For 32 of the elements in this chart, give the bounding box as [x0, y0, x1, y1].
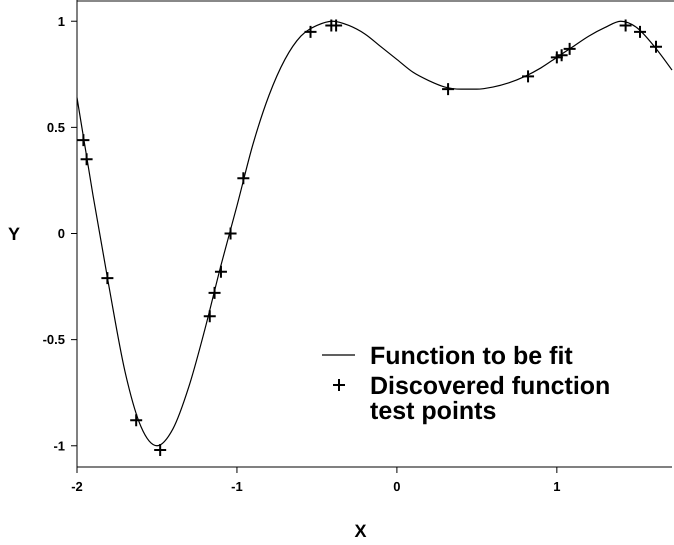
- point: [214, 264, 228, 279]
- x-tick-label: -2: [71, 479, 83, 494]
- y-tick-label: -1: [53, 438, 65, 454]
- point: [562, 42, 577, 56]
- x-tick-label: -1: [231, 479, 243, 494]
- x-tick-label: 0: [393, 479, 401, 494]
- point: [100, 271, 114, 286]
- y-tick-label: 0.5: [46, 120, 65, 135]
- point: [153, 443, 168, 458]
- legend-label: Discovered function test points: [370, 372, 610, 425]
- legend-label: Function to be fit: [370, 342, 574, 370]
- point: [224, 226, 238, 240]
- point: [304, 24, 318, 39]
- y-tick-label: 0: [58, 226, 65, 242]
- point: [633, 24, 648, 39]
- x-tick-label: 1: [553, 479, 560, 494]
- point: [202, 309, 217, 324]
- point: [236, 171, 250, 186]
- point: [550, 50, 564, 64]
- point: [441, 82, 456, 96]
- point: [521, 69, 536, 84]
- y-tick-label: 1: [58, 14, 65, 29]
- y-tick-label: -0.5: [42, 332, 65, 348]
- point: [649, 40, 664, 54]
- point: [554, 48, 569, 62]
- point: [208, 286, 222, 300]
- x-axis-title: X: [354, 521, 367, 541]
- y-axis-title: Y: [8, 224, 20, 244]
- point: [76, 133, 90, 148]
- point: [80, 152, 94, 166]
- point: [129, 413, 144, 428]
- point: [618, 18, 633, 32]
